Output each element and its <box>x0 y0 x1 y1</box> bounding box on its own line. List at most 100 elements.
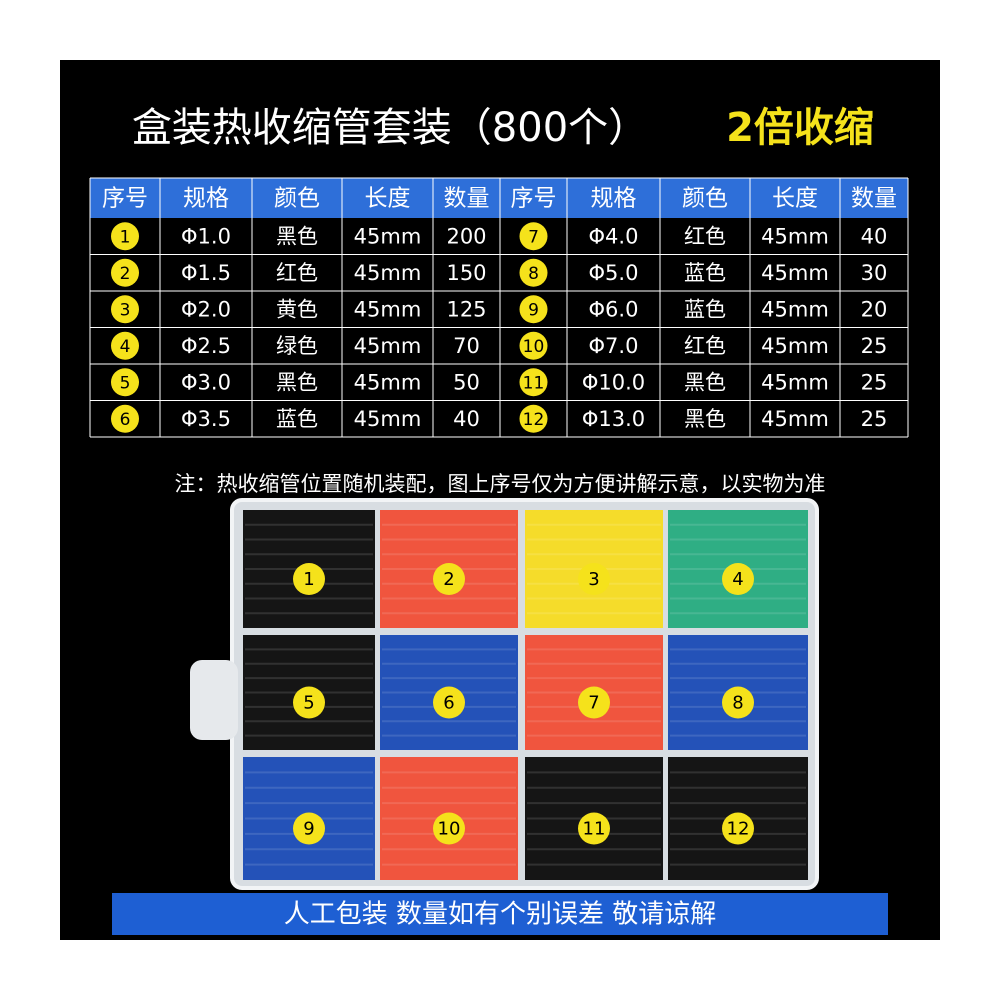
table-cell: 45mm <box>761 261 829 285</box>
compartment-number: 9 <box>303 819 314 840</box>
table-header: 长度 <box>365 186 411 212</box>
table-cell: Φ3.5 <box>181 407 231 431</box>
table-cell: 150 <box>446 261 486 285</box>
compartment-number: 1 <box>303 569 314 590</box>
table-cell: 45mm <box>354 297 422 321</box>
table-cell: 50 <box>453 370 480 394</box>
compartment-badge <box>433 686 465 719</box>
table-cell: 45mm <box>761 370 829 394</box>
table-cell: 黑色 <box>684 370 726 394</box>
compartment-number: 12 <box>727 819 750 840</box>
index-number: 1 <box>120 227 131 247</box>
table-header: 数量 <box>851 186 897 212</box>
compartment-number: 2 <box>443 569 454 590</box>
table-cell: Φ7.0 <box>589 334 639 358</box>
table-cell: 绿色 <box>276 334 318 358</box>
index-badge <box>519 368 548 397</box>
table-header: 长度 <box>772 186 818 212</box>
table-cell: 45mm <box>354 370 422 394</box>
table-cell: 45mm <box>354 407 422 431</box>
compartment-badge <box>293 812 325 845</box>
table-cell: 红色 <box>684 334 726 358</box>
compartment-badge <box>578 812 610 845</box>
note: 注：热收缩管位置随机装配，图上序号仅为方便讲解示意，以实物为准 <box>175 472 826 496</box>
index-badge <box>519 295 548 324</box>
table-cell: Φ1.5 <box>181 261 231 285</box>
index-number: 3 <box>120 300 131 320</box>
compartment-number: 4 <box>732 569 743 590</box>
index-number: 7 <box>528 227 539 247</box>
table-cell: Φ1.0 <box>181 224 231 248</box>
table-cell: 25 <box>861 370 888 394</box>
box-handle <box>190 660 238 740</box>
table-cell: 70 <box>453 334 480 358</box>
table-cell: 45mm <box>761 407 829 431</box>
index-number: 6 <box>120 410 131 430</box>
compartment-badge <box>722 812 754 845</box>
table-header: 序号 <box>511 186 557 212</box>
compartment-number: 8 <box>732 693 743 714</box>
compartment-number: 3 <box>588 569 599 590</box>
compartment-number: 11 <box>583 819 606 840</box>
table-cell: 45mm <box>761 297 829 321</box>
index-number: 10 <box>523 337 545 357</box>
table-cell: 45mm <box>761 224 829 248</box>
table-cell: Φ13.0 <box>582 407 645 431</box>
compartment-badge <box>433 563 465 595</box>
compartment-number: 6 <box>443 693 454 714</box>
index-number: 4 <box>120 337 131 357</box>
table-header: 颜色 <box>274 186 320 212</box>
index-number: 8 <box>528 264 539 284</box>
footer-banner <box>112 893 888 935</box>
table-header: 颜色 <box>682 186 728 212</box>
index-number: 9 <box>528 300 539 320</box>
table-cell: 45mm <box>354 224 422 248</box>
table-cell: 25 <box>861 334 888 358</box>
table-cell: 25 <box>861 407 888 431</box>
compartment-badge <box>433 812 465 845</box>
table-header: 序号 <box>102 186 148 212</box>
table-cell: 20 <box>861 297 888 321</box>
table-cell: 黑色 <box>684 407 726 431</box>
table-header-bg <box>90 178 908 218</box>
table-cell: Φ4.0 <box>589 224 639 248</box>
table-cell: 200 <box>446 224 486 248</box>
compartment-badge <box>578 686 610 719</box>
index-badge <box>111 258 139 287</box>
table-cell: 125 <box>446 297 486 321</box>
compartment-badge <box>293 563 325 595</box>
table-cell: 45mm <box>354 334 422 358</box>
table-header: 规格 <box>183 186 229 212</box>
table-cell: Φ5.0 <box>589 261 639 285</box>
table-cell: 40 <box>861 224 888 248</box>
table-cell: 红色 <box>684 224 726 248</box>
index-badge <box>519 258 548 287</box>
compartment-badge <box>722 563 754 595</box>
index-number: 5 <box>120 373 131 393</box>
table-cell: Φ3.0 <box>181 370 231 394</box>
table-cell: 红色 <box>276 261 318 285</box>
table-cell: 蓝色 <box>684 297 726 321</box>
highlight: 2倍收缩 <box>726 105 874 151</box>
compartment-number: 10 <box>438 819 461 840</box>
footer-text: 人工包装 数量如有个别误差 敬请谅解 <box>284 900 717 930</box>
compartment-badge <box>293 686 325 719</box>
table-header: 数量 <box>444 186 490 212</box>
table-cell: 黄色 <box>276 297 318 321</box>
index-number: 11 <box>523 373 545 393</box>
table-cell: 30 <box>861 261 888 285</box>
table-cell: Φ10.0 <box>582 370 645 394</box>
table-cell: 40 <box>453 407 480 431</box>
index-number: 2 <box>120 264 131 284</box>
compartment-badge <box>722 686 754 719</box>
index-badge <box>111 368 139 397</box>
table-cell: Φ2.0 <box>181 297 231 321</box>
table-cell: 45mm <box>354 261 422 285</box>
title: 盒装热收缩管套装（800个） <box>132 105 648 151</box>
compartment-number: 5 <box>303 693 314 714</box>
table-cell: Φ2.5 <box>181 334 231 358</box>
compartment-badge <box>578 563 610 595</box>
table-cell: 蓝色 <box>276 407 318 431</box>
index-badge <box>519 331 548 360</box>
